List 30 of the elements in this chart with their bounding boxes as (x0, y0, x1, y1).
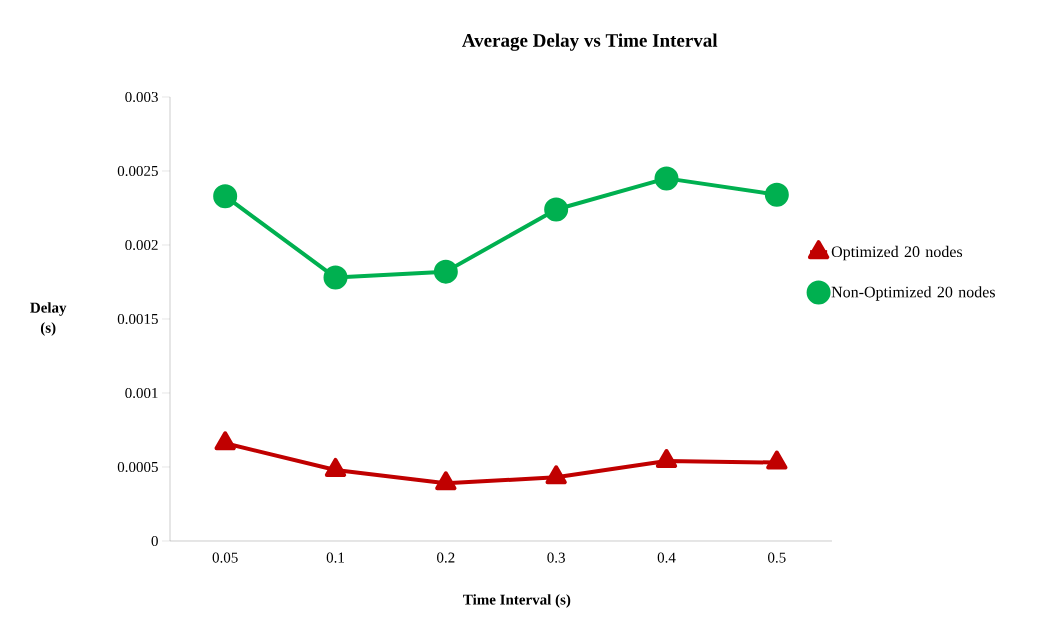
legend-label: Optimized 20 nodes (831, 245, 963, 261)
point (544, 197, 569, 222)
x-tick-label: 0.4 (657, 552, 676, 563)
point (655, 449, 678, 469)
point (213, 184, 238, 209)
y-axis-title: Delay (s) (30, 302, 67, 336)
x-tick-label: 0.2 (437, 552, 455, 563)
point (545, 465, 567, 485)
y-tick-label: 0.0015 (117, 313, 158, 325)
point (654, 166, 679, 191)
y-tick-label: 0.002 (125, 239, 158, 251)
x-tick-label: 0.3 (547, 552, 565, 563)
point (323, 265, 348, 290)
point (324, 457, 347, 477)
point (766, 450, 788, 470)
y-tick-label: 0.001 (125, 387, 158, 399)
x-tick-label: 0.05 (212, 552, 238, 563)
point (764, 182, 789, 207)
y-tick-label: 0.003 (125, 91, 158, 103)
y-tick-label: 0.0005 (117, 461, 158, 473)
point (435, 471, 457, 491)
chart-title: Average Delay vs Time Interval (462, 33, 718, 51)
point (214, 431, 236, 451)
x-tick-label: 0.5 (768, 552, 786, 563)
y-tick-label: 0.0025 (117, 165, 158, 177)
x-tick-label: 0.1 (326, 552, 344, 563)
y-tick-label: 0 (151, 535, 158, 547)
x-axis-title: Time Interval (s) (463, 594, 571, 608)
point (433, 259, 458, 284)
legend-label: Non-Optimized 20 nodes (831, 286, 995, 301)
